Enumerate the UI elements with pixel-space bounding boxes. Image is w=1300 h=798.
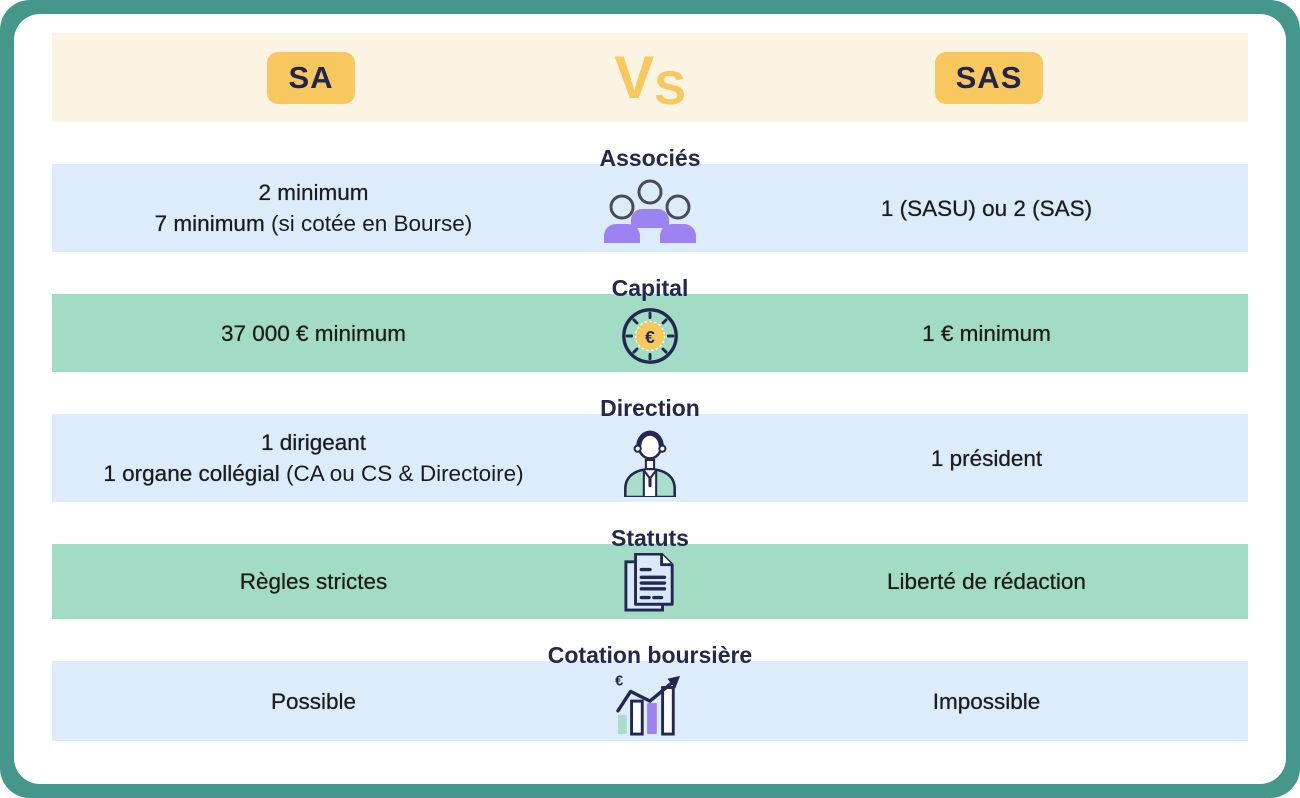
row-title: Cotation boursière xyxy=(547,642,753,668)
sas-value: Impossible xyxy=(725,686,1248,717)
value-line: 1 président xyxy=(930,445,1043,471)
coin-icon: € xyxy=(575,305,725,367)
value-line: 2 minimum xyxy=(258,180,369,205)
section-direction: Direction 1 dirigeant 1 organe collégial… xyxy=(52,396,1248,502)
sa-value: Règles strictes xyxy=(52,566,575,597)
vs-letter-v: V xyxy=(614,43,655,111)
header-band: SA VS SAS xyxy=(52,33,1248,122)
row-title: Associés xyxy=(599,145,701,171)
sas-value: Liberté de rédaction xyxy=(725,566,1248,597)
value-line: Impossible xyxy=(932,688,1041,714)
sas-value: 1 président xyxy=(725,443,1248,474)
value-line-strong: 1 organe collégial xyxy=(103,461,280,486)
svg-text:€: € xyxy=(615,673,623,689)
row-title: Statuts xyxy=(611,525,689,551)
value-line: 1 (SASU) ou 2 (SAS) xyxy=(880,195,1093,221)
row-band: 37 000 € minimum € xyxy=(52,294,1248,372)
vs-letter-s: S xyxy=(654,60,686,114)
value-line: Liberté de rédaction xyxy=(887,569,1086,594)
value-line: Possible xyxy=(270,688,357,714)
people-icon xyxy=(575,178,725,244)
sa-badge-wrap: SA xyxy=(52,51,570,104)
row-band: Règles strictes xyxy=(52,544,1248,619)
value-line: 1 dirigeant xyxy=(260,430,367,455)
section-cotation: Cotation boursière Possible € xyxy=(52,643,1248,741)
value-line: Règles strictes xyxy=(239,569,388,594)
sas-badge-wrap: SAS xyxy=(730,51,1248,104)
section-capital: Capital 37 000 € minimum xyxy=(52,276,1248,372)
vs-label: VS xyxy=(570,47,730,114)
row-title: Capital xyxy=(611,275,689,301)
comparison-card: SA VS SAS Associés 2 minimum 7 minimum (… xyxy=(14,14,1286,784)
svg-text:€: € xyxy=(645,326,655,346)
sa-value: 37 000 € minimum xyxy=(52,318,575,349)
sas-badge: SAS xyxy=(934,51,1044,104)
section-statuts: Statuts Règles strictes xyxy=(52,526,1248,619)
sas-value: 1 € minimum xyxy=(725,318,1248,349)
row-band: 2 minimum 7 minimum (si cotée en Bourse)… xyxy=(52,164,1248,252)
value-line-rest: (CA ou CS & Directoire) xyxy=(279,461,524,486)
value-line: 1 € minimum xyxy=(922,320,1051,346)
sa-value: 2 minimum 7 minimum (si cotée en Bourse) xyxy=(52,177,575,239)
row-band: Possible € Impossible xyxy=(52,661,1248,741)
stock-chart-icon: € xyxy=(575,672,725,736)
value-line: 37 000 € minimum xyxy=(220,320,407,346)
sa-badge: SA xyxy=(267,51,355,104)
sas-value: 1 (SASU) ou 2 (SAS) xyxy=(725,193,1248,224)
sa-value: Possible xyxy=(52,686,575,717)
president-icon xyxy=(575,425,725,497)
row-title: Direction xyxy=(600,395,700,421)
value-line-rest: (si cotée en Bourse) xyxy=(264,211,473,236)
row-band: 1 dirigeant 1 organe collégial (CA ou CS… xyxy=(52,414,1248,502)
value-line-strong: 7 minimum xyxy=(154,211,265,236)
documents-icon xyxy=(575,553,725,615)
section-associes: Associés 2 minimum 7 minimum (si cotée e… xyxy=(52,146,1248,252)
sa-value: 1 dirigeant 1 organe collégial (CA ou CS… xyxy=(52,427,575,489)
